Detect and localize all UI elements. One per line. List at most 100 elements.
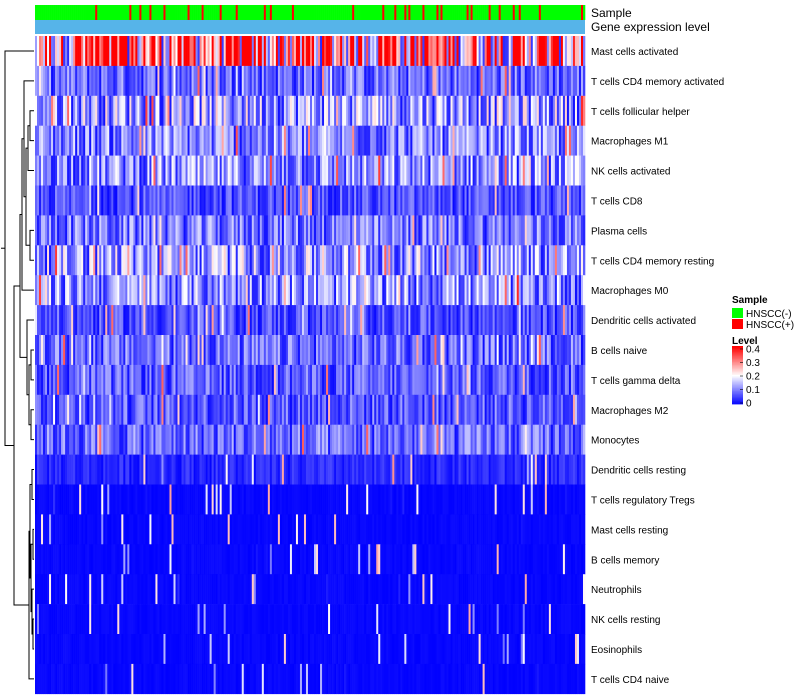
- heatmap-cell: [510, 65, 514, 97]
- heatmap-cell: [85, 95, 88, 126]
- sample-cell: [412, 5, 415, 20]
- heatmap-cell: [310, 364, 313, 396]
- heatmap-cell: [442, 394, 445, 425]
- heatmap-cell: [492, 394, 495, 425]
- heatmap-cell: [360, 215, 363, 246]
- heatmap-cell: [287, 484, 291, 515]
- heatmap-cell: [95, 36, 98, 67]
- heatmap-cell: [199, 36, 202, 67]
- heatmap-cell: [249, 65, 253, 97]
- sample-cell: [57, 5, 60, 20]
- heatmap-cell: [482, 65, 485, 97]
- heatmap-cell: [400, 364, 403, 396]
- heatmap-cell: [165, 514, 168, 545]
- heatmap-cell: [504, 514, 508, 545]
- heatmap-cell: [458, 65, 461, 97]
- heatmap-cell: [293, 215, 297, 246]
- heatmap-cell: [528, 454, 532, 485]
- heatmap-cell: [63, 275, 66, 306]
- heatmap-cell: [368, 215, 371, 246]
- heatmap-cell: [472, 275, 475, 306]
- sample-cell: [562, 5, 566, 20]
- heatmap-cell: [89, 335, 92, 366]
- heatmap-cell: [534, 454, 538, 485]
- heatmap-cell: [326, 514, 329, 545]
- heatmap-cell: [504, 185, 508, 216]
- heatmap-cell: [370, 275, 373, 306]
- heatmap-cell: [265, 424, 269, 455]
- sample-cell: [151, 5, 154, 20]
- heatmap-cell: [318, 155, 321, 186]
- heatmap-cell: [466, 394, 469, 425]
- heatmap-cell: [65, 275, 68, 306]
- heatmap-cell: [103, 185, 106, 216]
- heatmap-cell: [177, 125, 180, 156]
- sample-cell: [318, 5, 321, 20]
- heatmap-cell: [336, 65, 339, 97]
- heatmap-cell: [67, 364, 70, 396]
- heatmap-cell: [143, 185, 146, 216]
- sample-cell: [396, 5, 399, 20]
- sample-cell: [344, 5, 347, 20]
- heatmap-cell: [550, 305, 554, 336]
- heatmap-cell: [442, 155, 445, 186]
- heatmap-cell: [57, 185, 60, 216]
- heatmap-cell: [97, 424, 100, 455]
- heatmap-cell: [241, 364, 245, 396]
- heatmap-cell: [199, 305, 202, 336]
- heatmap-cell: [137, 215, 140, 246]
- heatmap-cell: [299, 514, 303, 545]
- heatmap-cell: [352, 65, 355, 97]
- heatmap-cell: [444, 335, 447, 366]
- heatmap-cell: [289, 125, 293, 156]
- heatmap-cell: [402, 514, 405, 545]
- heatmap-cell: [163, 394, 166, 425]
- heatmap-cell: [358, 65, 361, 97]
- heatmap-cell: [271, 484, 275, 515]
- heatmap-cell: [79, 394, 82, 425]
- heatmap-cell: [277, 215, 281, 246]
- heatmap-cell: [121, 305, 124, 336]
- heatmap-cell: [326, 275, 329, 306]
- heatmap-cell: [153, 305, 156, 336]
- heatmap-cell: [117, 245, 120, 276]
- heatmap-cell: [269, 125, 273, 156]
- heatmap-cell: [422, 484, 425, 515]
- heatmap-cell: [57, 245, 60, 276]
- heatmap-cell: [101, 65, 104, 97]
- heatmap-cell: [398, 215, 401, 246]
- heatmap-cell: [476, 155, 479, 186]
- heatmap-cell: [307, 484, 311, 515]
- heatmap-cell: [382, 454, 385, 485]
- heatmap-cell: [524, 65, 528, 97]
- heatmap-cell: [269, 454, 273, 485]
- heatmap-cell: [55, 275, 58, 306]
- heatmap-cell: [322, 275, 325, 306]
- heatmap-cell: [368, 305, 371, 336]
- heatmap-cell: [472, 36, 475, 67]
- heatmap-cell: [39, 514, 42, 545]
- heatmap-cell: [233, 305, 237, 336]
- heatmap-cell: [506, 245, 510, 276]
- heatmap-cell: [225, 305, 229, 336]
- heatmap-cell: [324, 185, 327, 216]
- heatmap-cell: [454, 364, 457, 396]
- heatmap-cell: [392, 36, 395, 67]
- heatmap-cell: [340, 95, 343, 126]
- heatmap-cell: [141, 364, 144, 396]
- heatmap-cell: [394, 185, 397, 216]
- heatmap-cell: [416, 305, 419, 336]
- heatmap-cell: [518, 424, 522, 455]
- heatmap-cell: [458, 424, 461, 455]
- heatmap-cell: [472, 155, 475, 186]
- heatmap-cell: [518, 514, 522, 545]
- heatmap-cell: [159, 185, 162, 216]
- heatmap-cell: [191, 394, 194, 425]
- heatmap-cell: [171, 65, 174, 97]
- heatmap-cell: [462, 215, 465, 246]
- sample-cell: [305, 5, 309, 20]
- heatmap-cell: [79, 275, 82, 306]
- heatmap-cell: [263, 484, 267, 515]
- heatmap-cell: [279, 215, 283, 246]
- heatmap-cell: [380, 215, 383, 246]
